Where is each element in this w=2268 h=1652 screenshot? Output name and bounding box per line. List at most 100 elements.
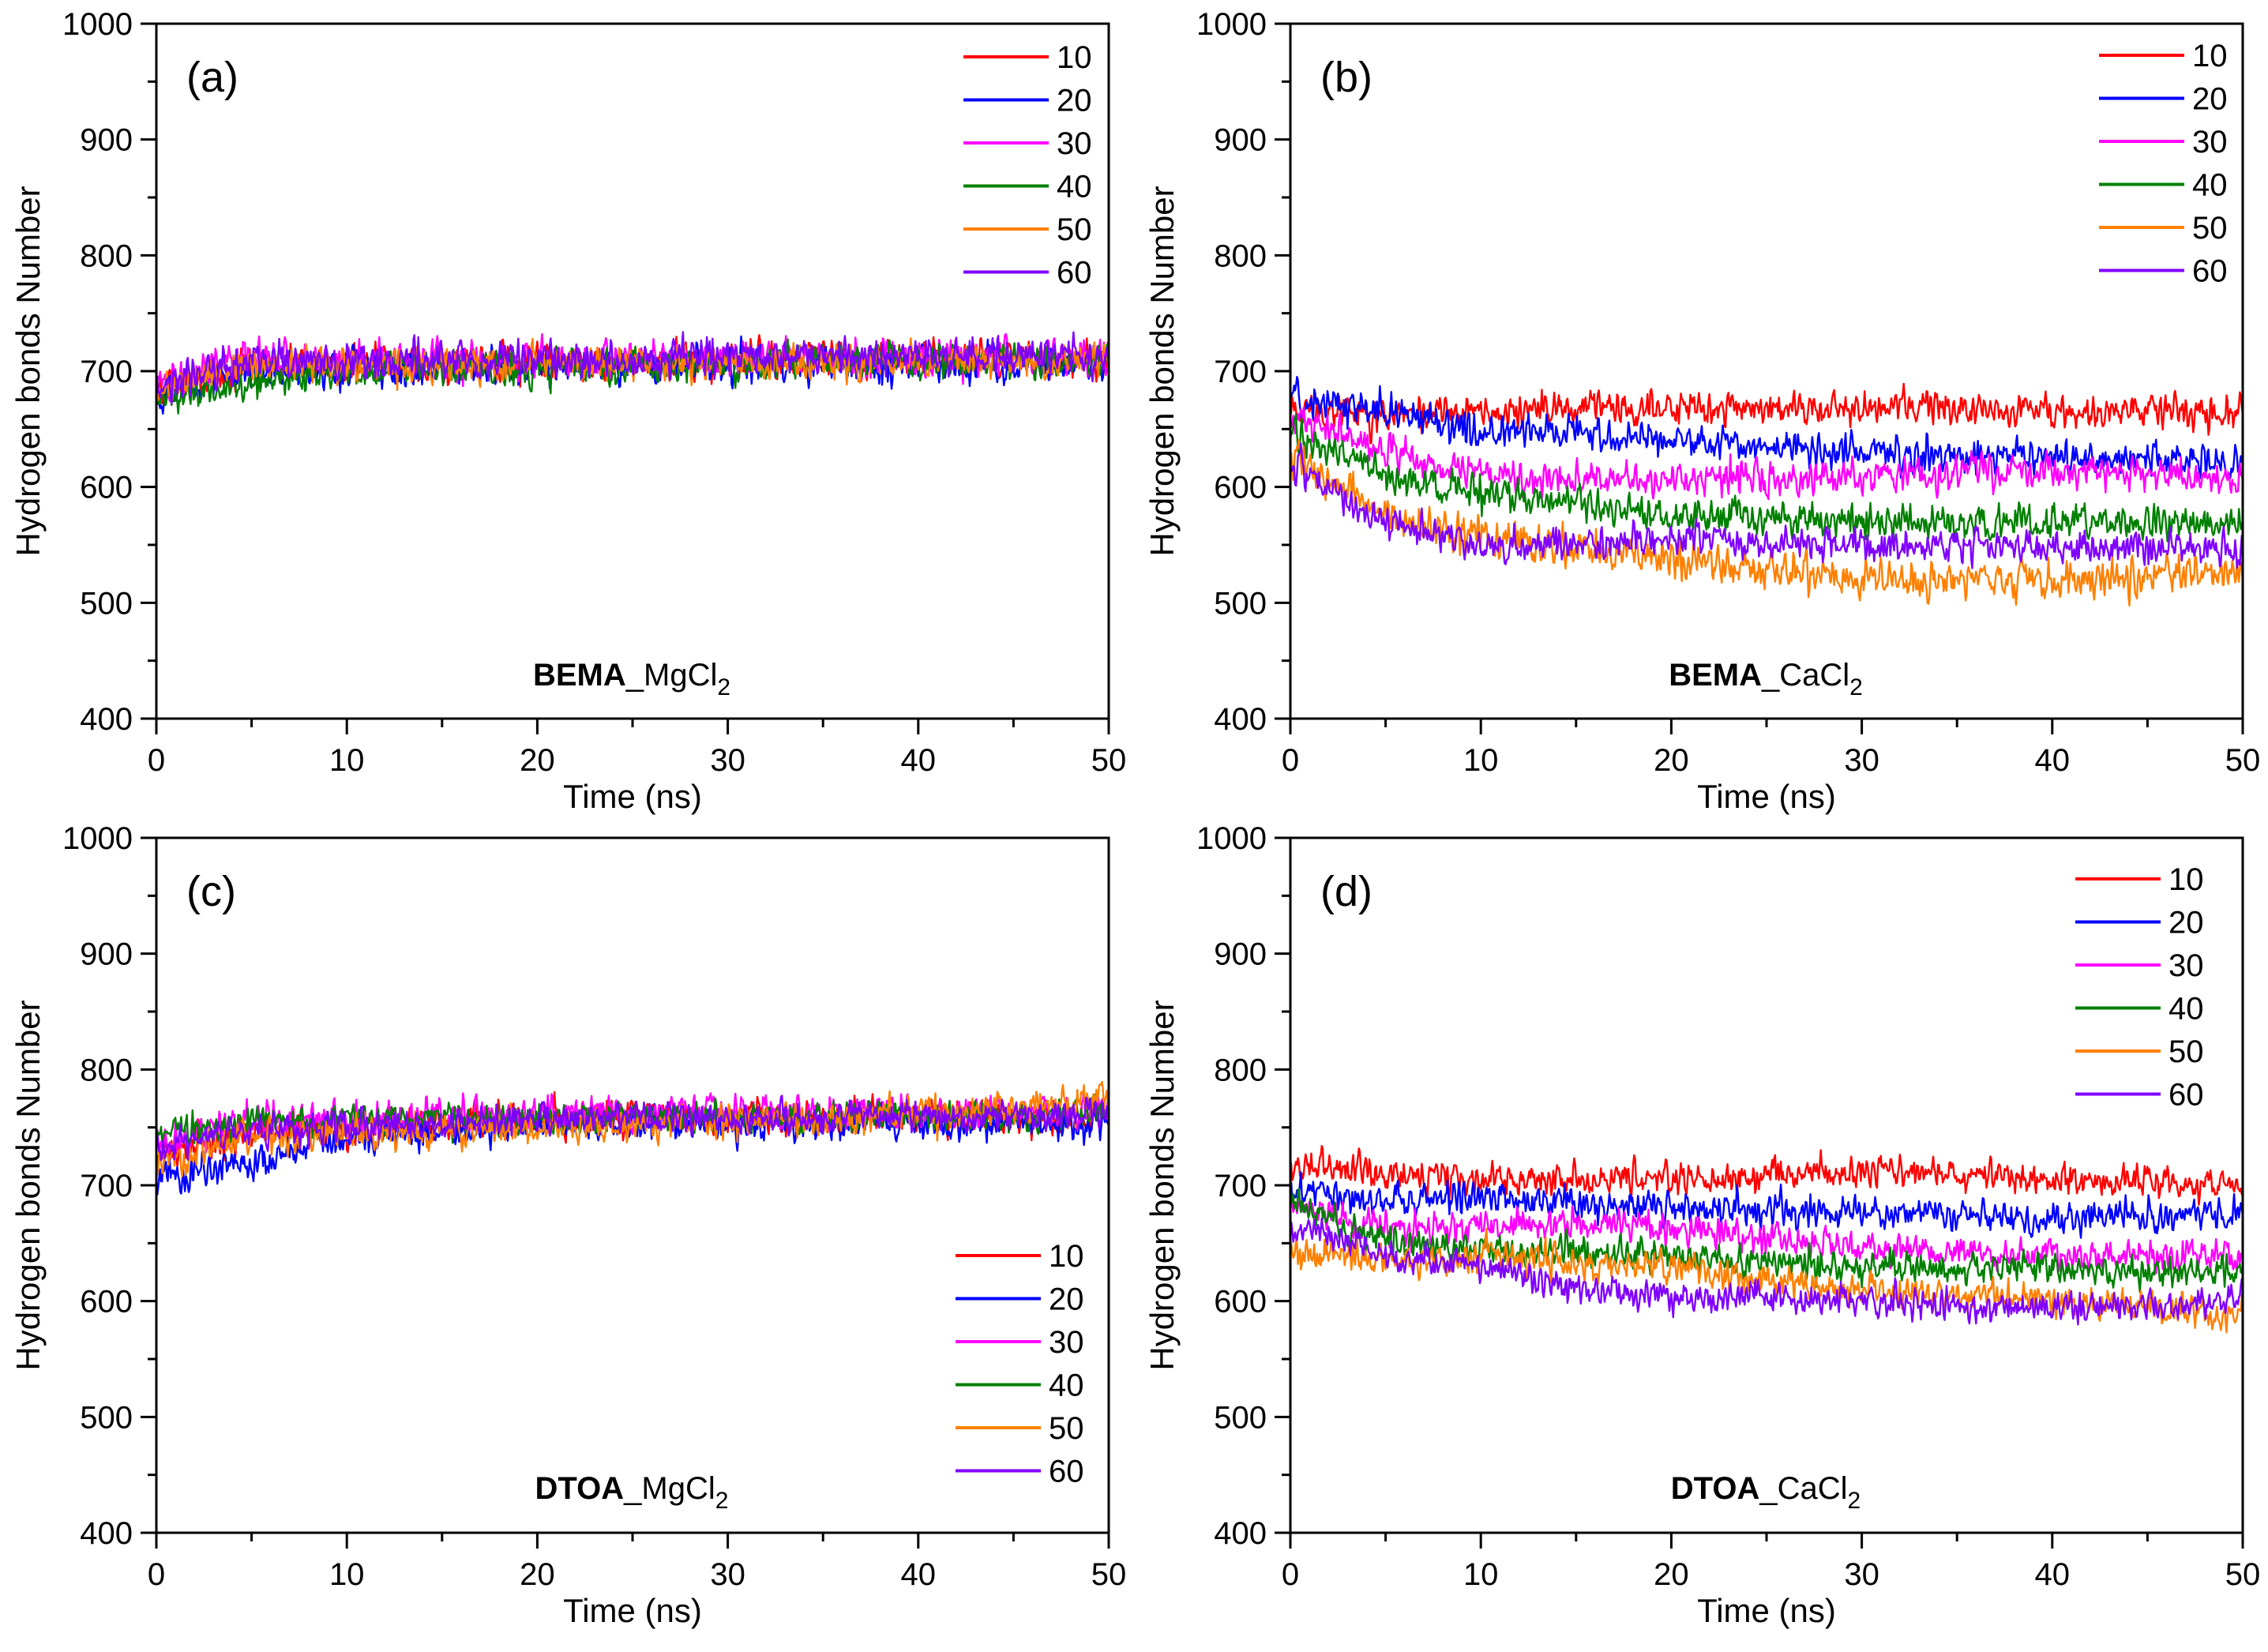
y-tick-label: 500 <box>1214 1400 1267 1435</box>
y-tick-label: 800 <box>1214 238 1267 273</box>
legend-label: 40 <box>2168 992 2204 1027</box>
y-tick-label: 700 <box>1214 355 1267 389</box>
x-tick-label: 30 <box>1844 743 1879 778</box>
y-axis-title: Hydrogen bonds Number <box>9 186 47 556</box>
y-tick-label: 900 <box>80 937 133 972</box>
x-tick-label: 30 <box>710 1557 745 1592</box>
annotation-rest: _MgCl <box>625 658 718 693</box>
legend-label: 20 <box>1057 84 1092 118</box>
x-tick-label: 30 <box>710 743 745 778</box>
annotation-rest: _MgCl <box>623 1471 715 1506</box>
panel-annotation: BEMA_MgCl2 <box>533 658 730 700</box>
x-tick-label: 20 <box>1654 743 1689 778</box>
legend-label: 20 <box>2192 82 2228 117</box>
y-tick-label: 400 <box>1214 702 1267 737</box>
y-tick-label: 1000 <box>1196 7 1267 42</box>
y-tick-label: 900 <box>1214 937 1267 972</box>
annotation-subscript: 2 <box>715 1488 729 1514</box>
legend-label: 20 <box>1049 1282 1084 1317</box>
y-tick-label: 900 <box>1214 123 1267 158</box>
annotation-bold: DTOA <box>1671 1471 1760 1506</box>
annotation-rest: _CaCl <box>1761 658 1849 693</box>
panel-label: (b) <box>1320 54 1372 101</box>
legend-label: 40 <box>1057 170 1092 205</box>
y-tick-label: 800 <box>80 1053 133 1087</box>
legend-label: 50 <box>1049 1411 1084 1446</box>
x-tick-label: 40 <box>901 743 937 778</box>
x-tick-label: 0 <box>1282 743 1299 778</box>
x-axis-title: Time (ns) <box>563 778 702 815</box>
legend-label: 30 <box>1057 126 1092 161</box>
y-tick-label: 600 <box>80 471 133 505</box>
panel-label: (a) <box>186 54 238 101</box>
y-tick-label: 600 <box>1214 471 1267 505</box>
panel-b: 400 500 600 700 800 900 1000 0 10 20 30 40 50 Time (n… <box>1143 7 2260 815</box>
x-axis-title: Time (ns) <box>563 1592 702 1629</box>
y-tick-label: 400 <box>1214 1516 1267 1551</box>
y-tick-label: 1000 <box>62 7 133 42</box>
panel-label: (c) <box>186 868 236 915</box>
legend-label: 30 <box>1049 1325 1084 1360</box>
series-line-60 <box>1290 1217 2243 1326</box>
x-tick-label: 30 <box>1844 1557 1879 1592</box>
series-group <box>156 1080 1109 1196</box>
legend-label: 50 <box>1057 212 1092 247</box>
y-tick-label: 500 <box>80 1400 133 1435</box>
y-tick-label: 500 <box>1214 586 1267 621</box>
x-tick-label: 20 <box>520 1557 555 1592</box>
y-tick-label: 800 <box>1214 1053 1267 1087</box>
y-tick-label: 800 <box>80 238 133 273</box>
y-tick-label: 700 <box>80 1169 133 1203</box>
y-tick-label: 700 <box>80 355 133 389</box>
panel-annotation: DTOA_MgCl2 <box>535 1471 729 1514</box>
legend: 10 20 30 40 50 60 <box>963 40 1092 291</box>
x-tick-label: 50 <box>2225 743 2261 778</box>
y-tick-label: 400 <box>80 1516 133 1551</box>
legend-label: 10 <box>1049 1239 1084 1274</box>
x-tick-label: 10 <box>1463 743 1499 778</box>
x-tick-label: 0 <box>148 743 165 778</box>
y-tick-label: 600 <box>1214 1285 1267 1320</box>
y-axis-title: Hydrogen bonds Number <box>9 1000 47 1370</box>
x-tick-label: 50 <box>1091 1557 1127 1592</box>
legend: 10 20 30 40 50 60 <box>2075 862 2204 1113</box>
legend-label: 10 <box>2192 39 2228 73</box>
annotation-bold: BEMA <box>1669 658 1762 693</box>
series-line-60 <box>156 331 1109 405</box>
legend-label: 30 <box>2192 125 2228 160</box>
x-tick-label: 50 <box>2225 1557 2261 1592</box>
y-axis-title: Hydrogen bonds Number <box>1143 186 1181 556</box>
legend-label: 60 <box>1049 1455 1084 1489</box>
x-tick-label: 50 <box>1091 743 1127 778</box>
annotation-subscript: 2 <box>1849 674 1863 700</box>
x-tick-label: 10 <box>329 743 365 778</box>
annotation-bold: DTOA <box>535 1471 625 1506</box>
x-tick-label: 0 <box>1282 1557 1299 1592</box>
y-tick-label: 600 <box>80 1285 133 1320</box>
x-tick-label: 0 <box>148 1557 165 1592</box>
y-tick-label: 700 <box>1214 1169 1267 1203</box>
legend-label: 10 <box>1057 40 1092 75</box>
panel-annotation: DTOA_CaCl2 <box>1671 1471 1861 1514</box>
x-axis-title: Time (ns) <box>1697 778 1836 815</box>
series-line-30 <box>1290 407 2243 501</box>
legend-label: 60 <box>1057 256 1092 291</box>
panel-annotation: BEMA_CaCl2 <box>1669 658 1863 700</box>
x-tick-label: 40 <box>901 1557 937 1592</box>
series-line-40 <box>1290 413 2243 543</box>
x-tick-label: 10 <box>1463 1557 1499 1592</box>
series-group <box>1290 376 2243 607</box>
legend-label: 40 <box>2192 168 2228 203</box>
legend-label: 60 <box>2168 1078 2204 1113</box>
legend-label: 10 <box>2168 862 2204 897</box>
y-axis-title: Hydrogen bonds Number <box>1143 1000 1181 1370</box>
panel-a: 400 500 600 700 800 900 1000 0 10 20 30 40 50 Time (n… <box>9 7 1126 815</box>
series-line-60 <box>1290 442 2243 569</box>
y-tick-label: 500 <box>80 586 133 621</box>
x-axis-title: Time (ns) <box>1697 1592 1836 1629</box>
panel-d: 400 500 600 700 800 900 1000 0 10 20 30 40 50 Time (n… <box>1143 821 2260 1629</box>
x-tick-label: 10 <box>329 1557 365 1592</box>
x-tick-label: 20 <box>520 743 555 778</box>
annotation-subscript: 2 <box>1848 1488 1861 1514</box>
x-tick-label: 40 <box>2035 743 2071 778</box>
